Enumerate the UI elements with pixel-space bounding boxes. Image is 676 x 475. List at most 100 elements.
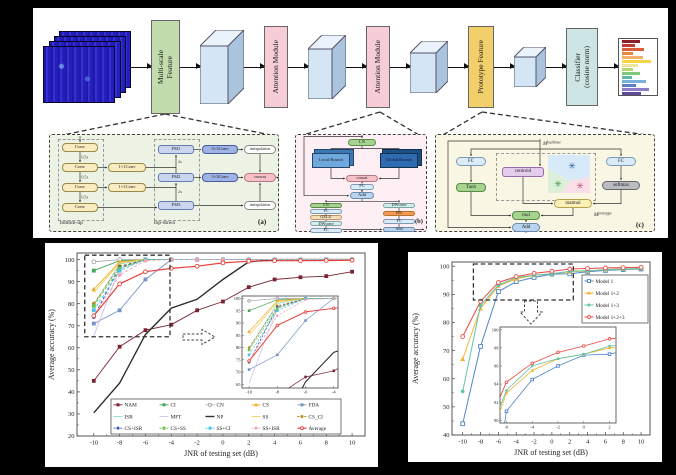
block-label: Attention Module bbox=[373, 40, 383, 94]
fc-box: FC bbox=[383, 218, 415, 224]
svg-text:-6: -6 bbox=[304, 390, 308, 395]
mul-box: mul bbox=[512, 211, 540, 220]
svg-text:94: 94 bbox=[494, 382, 499, 387]
feature-map-cube bbox=[514, 47, 546, 87]
m-prototype-label: Mprototype bbox=[593, 211, 612, 218]
bottom-up-group bbox=[58, 139, 104, 221]
svg-text:100: 100 bbox=[492, 327, 500, 332]
svg-text:FDA: FDA bbox=[309, 403, 320, 409]
svg-text:-4: -4 bbox=[514, 439, 520, 446]
fc-box: FC bbox=[310, 227, 342, 233]
class-score-bar bbox=[622, 83, 637, 87]
gelu-box: GELU bbox=[310, 215, 342, 221]
class-score-bar bbox=[622, 55, 643, 59]
svg-text:0: 0 bbox=[550, 439, 553, 446]
svg-text:6: 6 bbox=[299, 440, 303, 447]
zoom-region-rect bbox=[84, 254, 171, 338]
concat-box: concat bbox=[244, 173, 276, 182]
svg-text:-2: -2 bbox=[556, 425, 560, 430]
inset-chart: -10 -8 -6 -4 65 70 75 80 85 90 95 100 bbox=[234, 295, 339, 395]
centroid-group bbox=[496, 153, 596, 201]
svg-text:CS: CS bbox=[263, 403, 270, 409]
svg-text:90: 90 bbox=[494, 418, 499, 423]
conv3x3-box: 3×3Conv bbox=[202, 145, 238, 154]
prototype-feature-block: Prototype Feature bbox=[468, 26, 494, 108]
svg-text:90: 90 bbox=[443, 292, 450, 299]
svg-text:JNR of testing set (dB): JNR of testing set (dB) bbox=[184, 449, 258, 458]
block-label: Multi-scale bbox=[156, 49, 166, 85]
flow-arrow bbox=[346, 63, 367, 70]
svg-text:95: 95 bbox=[236, 308, 241, 313]
ln-box: LN bbox=[310, 202, 342, 208]
global-branch-box: Global Branch bbox=[380, 153, 418, 168]
series-lines bbox=[460, 264, 644, 427]
svg-text:-6: -6 bbox=[505, 425, 509, 430]
flow-arrow bbox=[494, 63, 515, 70]
svg-text:2: 2 bbox=[568, 439, 571, 446]
conv1x1-box: 1×1Conv bbox=[108, 183, 146, 192]
zoom-region-rect bbox=[472, 263, 574, 301]
svg-text:8: 8 bbox=[325, 440, 328, 447]
svg-text:50: 50 bbox=[68, 367, 75, 374]
legend: NAM CI CN CS FDA ISR MFT NP SS CS_CI CS+ISR CS+SS SS… bbox=[110, 398, 342, 435]
svg-text:65: 65 bbox=[236, 382, 241, 387]
svg-text:30: 30 bbox=[68, 411, 75, 418]
svg-text:Model 1+2+3: Model 1+2+3 bbox=[596, 315, 625, 321]
attention-module-block-1: Attention Module bbox=[264, 26, 288, 108]
svg-text:✳: ✳ bbox=[576, 181, 584, 191]
svg-text:-10: -10 bbox=[246, 390, 253, 395]
panel-a-tag: (a) bbox=[258, 218, 267, 226]
svg-text:CS_CI: CS_CI bbox=[309, 414, 324, 420]
svg-text:50: 50 bbox=[443, 404, 450, 411]
upsample-label: 2x bbox=[178, 160, 182, 164]
svg-text:100: 100 bbox=[440, 263, 450, 270]
architecture-panel: Multi-scale Feature Attention Module Att… bbox=[33, 8, 668, 238]
svg-text:-10: -10 bbox=[458, 439, 467, 446]
panel-c-prototype-detail: Mbackbone Mprototype ✳ ✳ ✳ FC Tanh centr… bbox=[435, 134, 655, 233]
svg-text:60: 60 bbox=[68, 345, 75, 352]
svg-text:-2: -2 bbox=[531, 439, 536, 446]
tanh-box: Tanh bbox=[456, 183, 486, 192]
class-score-bar bbox=[622, 91, 642, 95]
softmax-box: softmax bbox=[602, 181, 640, 190]
svg-text:-8: -8 bbox=[478, 439, 483, 446]
svg-text:4: 4 bbox=[586, 439, 590, 446]
bn-box: BN bbox=[383, 210, 415, 216]
flow-arrow bbox=[288, 63, 309, 70]
svg-text:Model 1+3: Model 1+3 bbox=[596, 303, 620, 309]
cluster-scatter-plot: ✳ ✳ ✳ bbox=[548, 155, 590, 193]
panel-c-wires: Mbackbone Mprototype bbox=[447, 139, 623, 233]
class-score-bar bbox=[622, 59, 651, 63]
matmul-box: matmul bbox=[554, 199, 592, 208]
svg-text:100: 100 bbox=[234, 296, 242, 301]
conv1x1-box: 1×1Conv bbox=[108, 163, 146, 172]
flow-arrow bbox=[244, 63, 265, 70]
svg-text:85: 85 bbox=[236, 333, 241, 338]
panel-b-attention-detail: LN Local Branch Global Branch concat FC … bbox=[295, 134, 427, 233]
model-pipeline: Multi-scale Feature Attention Module Att… bbox=[33, 8, 668, 126]
upsample-label: 2x bbox=[178, 190, 182, 194]
feature-map-cube bbox=[308, 35, 346, 99]
svg-text:10: 10 bbox=[638, 439, 645, 446]
flow-arrow bbox=[598, 63, 619, 70]
svg-text:Model 1+2: Model 1+2 bbox=[596, 291, 620, 297]
panel-b-wires bbox=[303, 135, 425, 231]
class-score-bar bbox=[622, 75, 632, 79]
downsample-label: 0.5x bbox=[82, 156, 89, 160]
svg-text:92: 92 bbox=[494, 400, 499, 405]
multiscale-feature-block: Multi-scale Feature bbox=[151, 20, 180, 114]
svg-text:✳: ✳ bbox=[554, 179, 562, 189]
svg-text:SS+ISR: SS+ISR bbox=[263, 426, 281, 432]
series-lines bbox=[91, 257, 355, 414]
feature-map-cube bbox=[200, 30, 244, 104]
class-score-bar bbox=[622, 51, 634, 55]
right-ablation-chart: -10 -8 -6 -4 -2 0 2 4 6 8 10 40 50 60 70 80 90 100 JNR of … bbox=[411, 261, 651, 457]
svg-text:0: 0 bbox=[583, 425, 586, 430]
panel-a-multiscale-detail: 0.5x 0.5x 0.5x 2x 2x Conv Conv Conv Conv… bbox=[49, 134, 280, 232]
svg-text:6: 6 bbox=[604, 439, 608, 446]
block-label: Prototype Feature bbox=[476, 40, 486, 94]
flow-arrow bbox=[131, 63, 152, 70]
svg-text:0: 0 bbox=[221, 440, 224, 447]
svg-text:80: 80 bbox=[236, 345, 241, 350]
